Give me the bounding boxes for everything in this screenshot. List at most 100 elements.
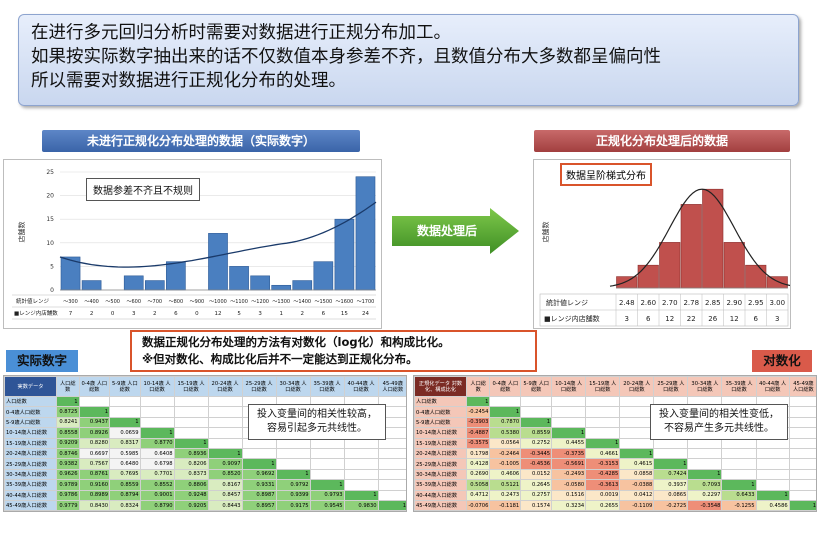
bin-count: 3 xyxy=(775,315,779,323)
bin-label: ～600 xyxy=(126,299,141,305)
right-chart-frame: 店舗数 統計値レンジ ■レンジ内店舗数 2.48 2.60 2.70 2.78 2.85 2.9… xyxy=(533,159,795,329)
y-tick-label: 15 xyxy=(46,216,54,223)
row-label-count: ■レンジ内店舗数 xyxy=(544,314,600,323)
correlation-cell: 0.8558 xyxy=(56,427,80,439)
correlation-cell: 0.7424 xyxy=(653,468,689,481)
right-table-note: 投入变量间的相关性变低， 不容易产生多元共线性。 xyxy=(650,404,788,440)
correlation-cell: 1 xyxy=(173,437,209,449)
method-note-line-2: ※但对数化、构成比化后并不一定能达到正规化分布。 xyxy=(142,352,418,366)
correlation-cell xyxy=(585,416,621,429)
correlation-cell xyxy=(489,395,522,408)
bin-count: 6 xyxy=(754,315,759,323)
correlation-cell xyxy=(309,447,345,460)
row-header: 40-44歳人口総数 xyxy=(4,489,57,501)
correlation-cell xyxy=(551,416,587,429)
correlation-cell: 1 xyxy=(551,427,587,439)
bin-count: 3 xyxy=(258,311,262,317)
correlation-cell: 1 xyxy=(139,427,175,439)
right-tag: 对数化 xyxy=(752,350,812,372)
correlation-cell: 0.8324 xyxy=(109,499,141,511)
left-table-note-line-1: 投入变量间的相关性较高， xyxy=(257,409,377,420)
bin-label: ～400 xyxy=(84,299,99,305)
correlation-cell xyxy=(275,447,311,460)
correlation-cell: 0.8746 xyxy=(56,447,80,460)
column-header: 25-29歳 人口総数 xyxy=(653,376,689,397)
correlation-cell xyxy=(343,458,379,470)
correlation-cell: 0.5058 xyxy=(465,479,491,491)
bin-count: 3 xyxy=(132,311,136,317)
table-header-row: 正規化データ 対数化、構成比化 人口総数 0-4歳 人口総数 5-9歳 人口総数 10-… xyxy=(414,376,816,397)
correlation-cell: 0.9437 xyxy=(78,416,111,429)
y-tick-label: 5 xyxy=(50,263,54,270)
histogram-bar xyxy=(745,264,767,289)
correlation-cell: 0.8989 xyxy=(78,489,111,501)
correlation-cell: 0.1574 xyxy=(520,499,553,511)
bin-label: 2.78 xyxy=(683,299,699,307)
y-tick-label: 0 xyxy=(50,287,54,294)
correlation-cell: 0.8936 xyxy=(173,447,209,460)
correlation-cell: 0.8957 xyxy=(241,499,277,511)
bin-label: ～1700 xyxy=(357,299,375,305)
correlation-cell: -0.3575 xyxy=(465,437,491,449)
histogram-bar xyxy=(637,264,659,289)
table-row: 45-49歳人口総数 0.9779 0.8430 0.8324 0.8790 0.9205… xyxy=(4,499,406,511)
trend-curve xyxy=(59,201,377,268)
correlation-cell xyxy=(377,458,406,470)
left-tag: 实际数字 xyxy=(6,350,78,372)
correlation-cell: 0.7567 xyxy=(78,458,111,470)
bin-label: 2.90 xyxy=(726,299,742,307)
row-header: 20-24歳人口総数 xyxy=(414,447,467,460)
correlation-cell: 0.9248 xyxy=(173,489,209,501)
bin-label: ～1100 xyxy=(230,299,248,305)
correlation-cell xyxy=(788,479,816,491)
row-header: 5-9歳人口総数 xyxy=(414,416,467,429)
intro-line-2: 如果按实际数字抽出来的话不仅数值本身参差不齐，且数值分布大多数都呈偏向性 xyxy=(31,47,661,67)
correlation-cell xyxy=(377,447,406,460)
correlation-cell: 0.0152 xyxy=(520,468,553,481)
table-row: 40-44歳人口総数 0.4712 0.2473 0.2757 0.1516 0.0019… xyxy=(414,489,816,501)
correlation-cell xyxy=(721,447,757,460)
correlation-cell: 1 xyxy=(241,458,277,470)
correlation-cell xyxy=(788,468,816,481)
correlation-cell: -0.4536 xyxy=(520,458,553,470)
left-table-note-line-2: 容易引起多元共线性。 xyxy=(267,423,367,434)
correlation-cell: -0.3613 xyxy=(585,479,621,491)
correlation-cell: -0.0706 xyxy=(465,499,491,511)
correlation-cell xyxy=(788,458,816,470)
column-header: 20-24歳 人口総数 xyxy=(207,376,243,397)
table-row: 35-39歳人口総数 0.9789 0.9160 0.8559 0.8552 0.8806… xyxy=(4,479,406,491)
correlation-cell: 0.9399 xyxy=(275,489,311,501)
bin-label: ～1400 xyxy=(293,299,311,305)
correlation-cell xyxy=(721,458,757,470)
row-header: 人口総数 xyxy=(4,395,57,408)
correlation-cell xyxy=(377,468,406,481)
correlation-cell: 0.0858 xyxy=(619,468,655,481)
correlation-cell xyxy=(139,395,175,408)
correlation-cell: 0.5121 xyxy=(489,479,522,491)
correlation-cell xyxy=(343,447,379,460)
correlation-cell: 0.4712 xyxy=(465,489,491,501)
bin-label: 2.95 xyxy=(748,299,764,307)
correlation-cell: 1 xyxy=(56,395,80,408)
bin-count: 26 xyxy=(708,315,717,323)
bin-label: ～800 xyxy=(169,299,184,305)
correlation-cell: 0.9692 xyxy=(241,468,277,481)
bin-count: 5 xyxy=(237,311,241,317)
correlation-cell xyxy=(788,489,816,501)
bin-label: 2.60 xyxy=(640,299,656,307)
correlation-cell: -0.0388 xyxy=(619,479,655,491)
correlation-cell xyxy=(755,458,790,470)
column-header: 35-39歳 人口総数 xyxy=(309,376,345,397)
correlation-cell xyxy=(309,458,345,470)
process-arrow: 数据处理后 xyxy=(392,208,520,254)
right-table-note-line-1: 投入变量间的相关性变低， xyxy=(659,409,779,420)
correlation-cell xyxy=(585,406,621,418)
correlation-cell: 0.7093 xyxy=(687,479,723,491)
correlation-cell: 0.8761 xyxy=(78,468,111,481)
histogram-bar xyxy=(659,242,681,289)
correlation-cell: 0.4128 xyxy=(465,458,491,470)
correlation-cell xyxy=(109,406,141,418)
correlation-cell xyxy=(275,458,311,470)
correlation-cell xyxy=(551,395,587,408)
histogram-bar xyxy=(766,276,788,289)
